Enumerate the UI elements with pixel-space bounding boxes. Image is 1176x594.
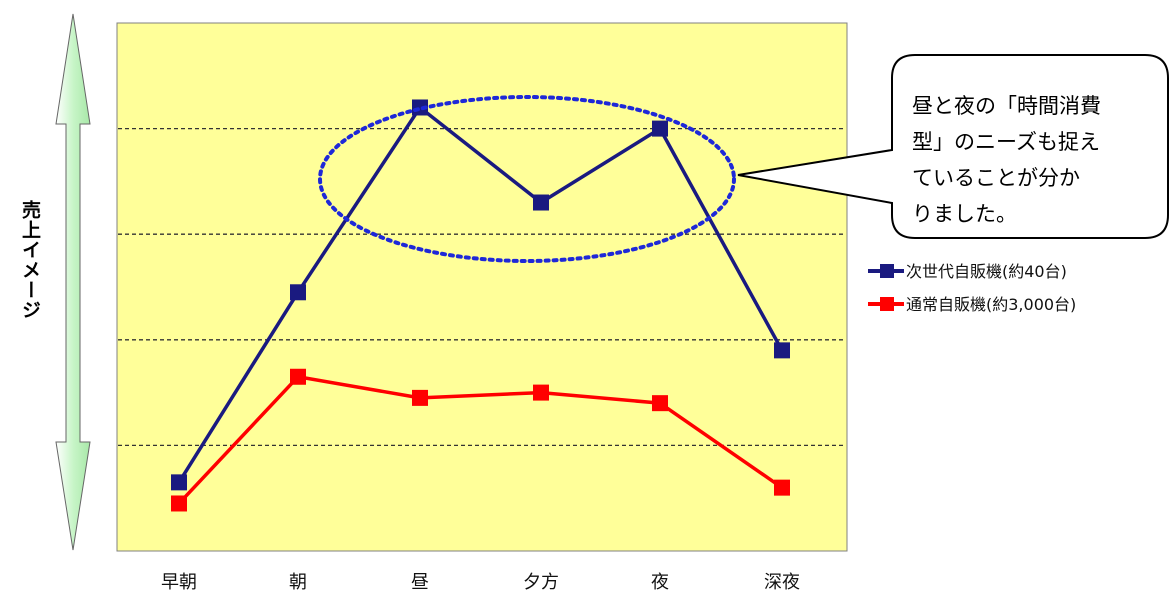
data-point [171,495,187,512]
x-tick-label: 深夜 [764,572,800,593]
x-tick-label: 夕方 [523,572,559,593]
data-point [290,284,306,301]
series-line-1 [177,105,784,484]
data-point [171,474,187,491]
legend-marker [880,297,894,311]
y-axis-label: 売上イメージ [19,200,41,320]
data-point [290,368,306,385]
callout-line: ていることが分か [912,166,1080,190]
data-point [533,194,549,211]
data-point [412,389,428,406]
legend-label: 通常自販機(約3,000台) [906,295,1076,314]
data-point [774,479,790,496]
data-point [652,395,668,412]
x-tick-label: 昼 [411,572,429,593]
series-line-2 [177,375,783,505]
callout-text: 昼と夜の「時間消費 型」のニーズも捉え ていることが分か りました。 [912,88,1172,232]
x-tick-label: 夜 [651,572,669,593]
legend-label: 次世代自販機(約40台) [906,262,1067,281]
x-tick-label: 早朝 [161,572,197,593]
plot-area [116,22,848,552]
legend-marker [880,264,894,278]
callout-line: りました。 [912,202,1017,226]
callout-line: 型」のニーズも捉え [912,130,1100,154]
callout-bubble [737,54,1169,239]
y-axis-double-arrow [55,13,91,551]
data-point [774,342,790,359]
highlight-ellipse [318,95,736,263]
x-tick-label: 朝 [289,572,307,593]
data-point [652,120,668,137]
callout-line: 昼と夜の「時間消費 [912,94,1101,118]
data-point [533,384,549,401]
